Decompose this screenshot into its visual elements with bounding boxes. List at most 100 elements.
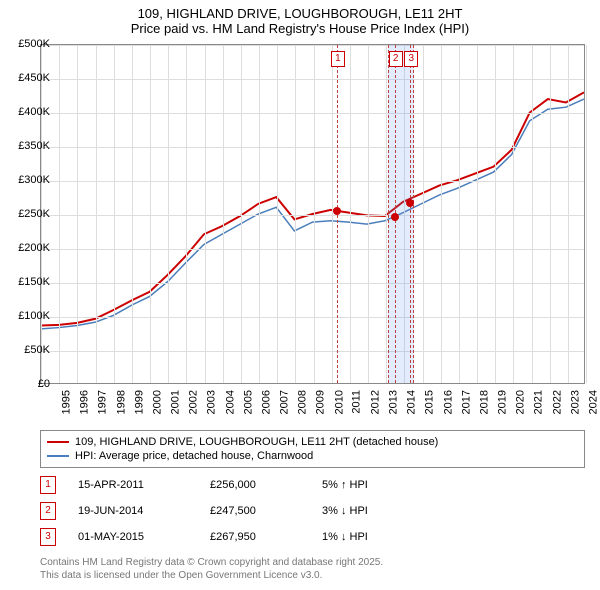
- x-axis-label: 2005: [242, 390, 254, 414]
- y-axis-label: £200K: [18, 242, 50, 254]
- plot-area: 123: [40, 44, 585, 384]
- gridline-h: [41, 283, 584, 284]
- x-axis-label: 2017: [460, 390, 472, 414]
- transaction-price: £247,500: [210, 505, 300, 517]
- gridline-v: [586, 45, 587, 383]
- x-axis-label: 1997: [97, 390, 109, 414]
- legend-label: HPI: Average price, detached house, Char…: [75, 450, 313, 462]
- footer-line1: Contains HM Land Registry data © Crown c…: [40, 556, 585, 569]
- event-marker: 1: [331, 51, 345, 67]
- x-axis-label: 2020: [515, 390, 527, 414]
- gridline-v: [477, 45, 478, 383]
- transaction-row: 219-JUN-2014£247,5003% ↓ HPI: [40, 498, 585, 524]
- y-axis-label: £400K: [18, 106, 50, 118]
- x-axis-label: 2004: [224, 390, 236, 414]
- gridline-v: [96, 45, 97, 383]
- price-point: [333, 207, 341, 215]
- gridline-h: [41, 249, 584, 250]
- gridline-v: [513, 45, 514, 383]
- legend-swatch: [47, 441, 69, 443]
- transaction-number: 3: [40, 528, 56, 546]
- gridline-v: [277, 45, 278, 383]
- gridline-h: [41, 317, 584, 318]
- gridline-v: [77, 45, 78, 383]
- y-axis-label: £450K: [18, 72, 50, 84]
- x-axis-label: 2013: [387, 390, 399, 414]
- x-axis-label: 2018: [478, 390, 490, 414]
- x-axis-label: 2016: [442, 390, 454, 414]
- x-axis-label: 2001: [169, 390, 181, 414]
- legend-swatch: [47, 455, 69, 457]
- series-line: [41, 92, 584, 325]
- gridline-v: [205, 45, 206, 383]
- transaction-diff: 1% ↓ HPI: [322, 531, 422, 543]
- gridline-h: [41, 147, 584, 148]
- transaction-diff: 3% ↓ HPI: [322, 505, 422, 517]
- gridline-v: [532, 45, 533, 383]
- x-axis-label: 2022: [551, 390, 563, 414]
- legend-item: 109, HIGHLAND DRIVE, LOUGHBOROUGH, LE11 …: [47, 435, 578, 449]
- gridline-v: [241, 45, 242, 383]
- x-axis-label: 2024: [587, 390, 599, 414]
- transaction-date: 15-APR-2011: [78, 479, 188, 491]
- gridline-h: [41, 215, 584, 216]
- gridline-h: [41, 45, 584, 46]
- x-axis-label: 2000: [151, 390, 163, 414]
- chart-title-line2: Price paid vs. HM Land Registry's House …: [0, 21, 600, 36]
- footer-attribution: Contains HM Land Registry data © Crown c…: [40, 556, 585, 582]
- x-axis-label: 2014: [406, 390, 418, 414]
- gridline-v: [550, 45, 551, 383]
- gridline-v: [186, 45, 187, 383]
- price-point: [391, 213, 399, 221]
- x-axis-label: 2008: [297, 390, 309, 414]
- gridline-v: [132, 45, 133, 383]
- y-axis-label: £250K: [18, 208, 50, 220]
- y-axis-label: £300K: [18, 174, 50, 186]
- gridline-v: [332, 45, 333, 383]
- gridline-v: [259, 45, 260, 383]
- footer-line2: This data is licensed under the Open Gov…: [40, 569, 585, 582]
- transaction-price: £256,000: [210, 479, 300, 491]
- x-axis-label: 1998: [115, 390, 127, 414]
- transaction-row: 3 01-MAY-2015 £267,950 1% ↓ HPI: [40, 524, 585, 550]
- gridline-v: [150, 45, 151, 383]
- x-axis-label: 2010: [333, 390, 345, 414]
- gridline-v: [59, 45, 60, 383]
- x-axis-label: 2021: [533, 390, 545, 414]
- line-series: [41, 45, 584, 383]
- gridline-h: [41, 181, 584, 182]
- x-axis-label: 2019: [496, 390, 508, 414]
- y-axis-label: £100K: [18, 310, 50, 322]
- y-axis-label: £150K: [18, 276, 50, 288]
- y-axis-label: £50K: [24, 344, 50, 356]
- gridline-v: [495, 45, 496, 383]
- chart-title-block: 109, HIGHLAND DRIVE, LOUGHBOROUGH, LE11 …: [0, 0, 600, 36]
- x-axis-label: 2015: [424, 390, 436, 414]
- transaction-diff: 5% ↑ HPI: [322, 479, 422, 491]
- x-axis-label: 1995: [60, 390, 72, 414]
- x-axis-label: 2009: [315, 390, 327, 414]
- event-line: [410, 45, 411, 383]
- gridline-v: [459, 45, 460, 383]
- x-axis-label: 2006: [260, 390, 272, 414]
- price-point: [406, 199, 414, 207]
- gridline-v: [295, 45, 296, 383]
- transaction-price: £267,950: [210, 531, 300, 543]
- transaction-table: 115-APR-2011£256,0005% ↑ HPI219-JUN-2014…: [40, 472, 585, 550]
- chart-title-line1: 109, HIGHLAND DRIVE, LOUGHBOROUGH, LE11 …: [0, 6, 600, 21]
- x-axis-label: 2002: [188, 390, 200, 414]
- chart-container: 109, HIGHLAND DRIVE, LOUGHBOROUGH, LE11 …: [0, 0, 600, 590]
- transaction-date: 19-JUN-2014: [78, 505, 188, 517]
- x-axis-label: 1999: [133, 390, 145, 414]
- y-axis-label: £350K: [18, 140, 50, 152]
- legend-label: 109, HIGHLAND DRIVE, LOUGHBOROUGH, LE11 …: [75, 436, 438, 448]
- y-axis-label: £500K: [18, 38, 50, 50]
- x-axis-label: 2011: [350, 390, 362, 414]
- gridline-h: [41, 113, 584, 114]
- legend-item: HPI: Average price, detached house, Char…: [47, 449, 578, 463]
- x-axis-label: 2007: [278, 390, 290, 414]
- x-axis-label: 2023: [569, 390, 581, 414]
- gridline-v: [568, 45, 569, 383]
- gridline-h: [41, 79, 584, 80]
- transaction-date: 01-MAY-2015: [78, 531, 188, 543]
